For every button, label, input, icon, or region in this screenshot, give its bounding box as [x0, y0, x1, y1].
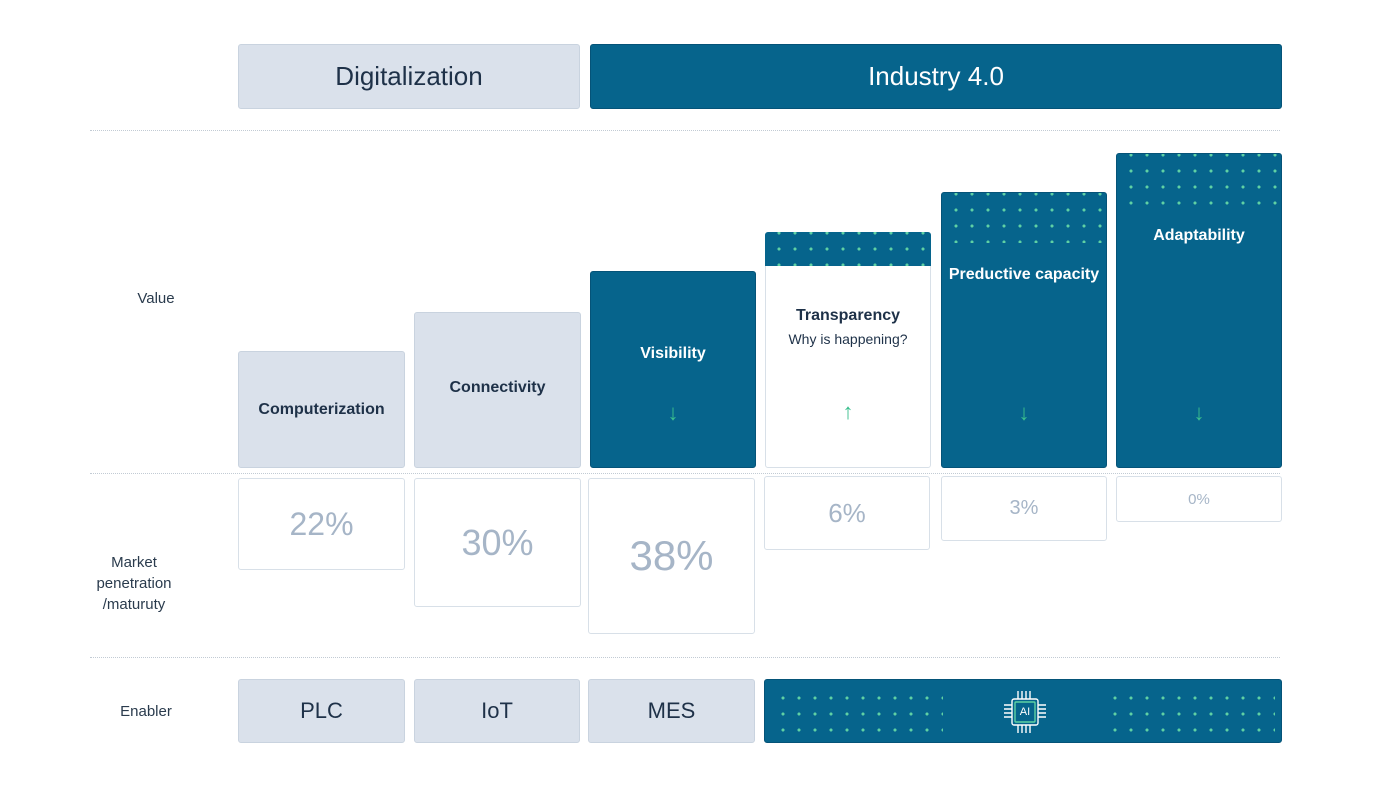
- stage-computerization-label: Computerization: [258, 400, 385, 418]
- penetration-preductive-capacity: 3%: [941, 476, 1107, 541]
- stage-connectivity-label: Connectivity: [449, 379, 546, 396]
- arrow-down-icon: ↓: [1018, 400, 1030, 425]
- enabler-iot-label: IoT: [481, 698, 513, 723]
- enabler-mes: MES: [588, 679, 755, 743]
- penetration-value: 6%: [828, 497, 866, 528]
- stage-adaptability-label: Adaptability: [1153, 227, 1245, 244]
- arrow-up-icon: ↑: [842, 399, 854, 424]
- penetration-value: 38%: [629, 532, 714, 579]
- dot-pattern: [942, 193, 1106, 243]
- enabler-mes-label: MES: [647, 698, 696, 723]
- enabler-plc: PLC: [238, 679, 405, 743]
- transparency-dotted-band: [765, 232, 931, 266]
- row-label-value-text: Value: [137, 290, 175, 307]
- arrow-down-icon: ↓: [1193, 400, 1205, 425]
- penetration-adaptability: 0%: [1116, 476, 1282, 522]
- separator-top: [90, 130, 1280, 131]
- penetration-value: 30%: [461, 521, 534, 563]
- enabler-ai: AI: [764, 679, 1282, 743]
- enabler-plc-label: PLC: [300, 698, 343, 723]
- stage-visibility: Visibility ↓: [590, 271, 756, 468]
- arrow-down-icon: ↓: [667, 400, 679, 425]
- stage-transparency-sublabel: Why is happening?: [788, 331, 908, 347]
- row-label-market: Market penetration /maturuty: [74, 531, 194, 615]
- penetration-value: 22%: [289, 505, 354, 542]
- ai-chip-icon: AI: [1000, 687, 1050, 737]
- row-label-enabler-text: Enabler: [120, 703, 172, 720]
- digitalization-header: Digitalization: [238, 44, 580, 109]
- dot-pattern: [1117, 154, 1281, 212]
- industry40-header: Industry 4.0: [590, 44, 1282, 109]
- row-label-enabler: Enabler: [86, 701, 206, 722]
- row-label-market-text: Market penetration /maturuty: [96, 554, 172, 613]
- row-label-value: Value: [96, 288, 216, 309]
- stage-transparency: Transparency Why is happening? ↑: [765, 232, 931, 468]
- penetration-value: 3%: [1009, 497, 1039, 519]
- penetration-computerization: 22%: [238, 478, 405, 570]
- stage-computerization: Computerization: [238, 351, 405, 468]
- dot-pattern: [771, 686, 943, 738]
- stage-preductive-capacity: Preductive capacity ↓: [941, 192, 1107, 468]
- stage-visibility-label: Visibility: [640, 345, 706, 362]
- dot-pattern: [1103, 686, 1275, 738]
- penetration-connectivity: 30%: [414, 478, 581, 607]
- stage-preductive-capacity-label: Preductive capacity: [948, 266, 1100, 283]
- separator-bottom: [90, 657, 1280, 658]
- digitalization-header-label: Digitalization: [335, 61, 483, 91]
- penetration-visibility: 38%: [588, 478, 755, 634]
- separator-middle: [90, 473, 1280, 474]
- enabler-iot: IoT: [414, 679, 580, 743]
- penetration-transparency: 6%: [764, 476, 930, 550]
- industry40-header-label: Industry 4.0: [868, 61, 1004, 91]
- stage-adaptability: Adaptability ↓: [1116, 153, 1282, 468]
- penetration-value: 0%: [1188, 490, 1210, 508]
- stage-connectivity: Connectivity: [414, 312, 581, 468]
- ai-chip-label: AI: [1019, 706, 1031, 718]
- stage-transparency-label: Transparency: [795, 307, 901, 324]
- dot-pattern: [765, 232, 931, 266]
